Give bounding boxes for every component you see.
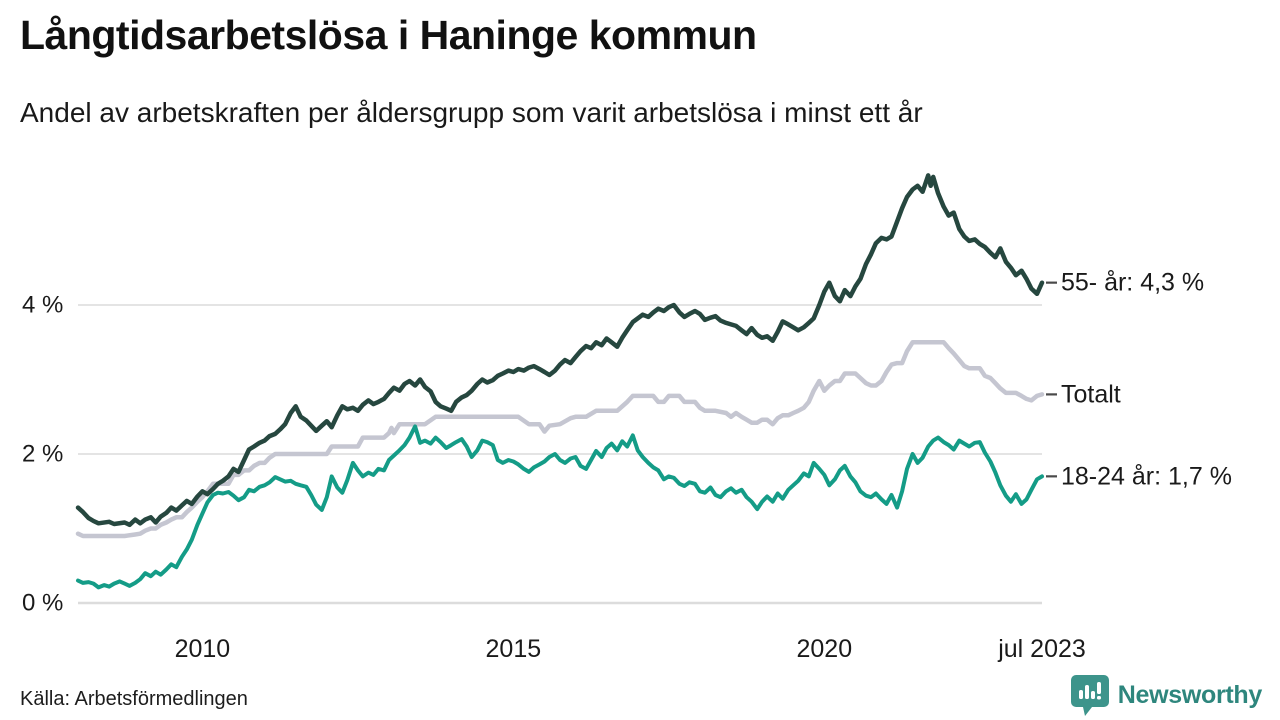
series-lines: [75, 173, 1045, 590]
series-end-label-0: 55- år: 4,3 %: [1061, 269, 1204, 297]
series-line-Totalt: [75, 340, 1045, 539]
gridlines: [78, 304, 1042, 605]
newsworthy-pin-barchart-icon: [1070, 675, 1109, 716]
x-axis: 2010 2015 2020 jul 2023: [175, 635, 1086, 663]
y-tick-label: 0 %: [22, 590, 63, 617]
series-line-18-24-r: [76, 424, 1044, 590]
x-tick-label: 2010: [175, 635, 231, 663]
page-title: Långtidsarbetslösa i Haninge kommun: [20, 12, 757, 58]
y-tick-label: 2 %: [22, 441, 63, 468]
newsworthy-logo: Newsworthy: [1070, 674, 1262, 717]
series-line-55-r: [75, 173, 1045, 528]
newsworthy-wordmark: Newsworthy: [1117, 681, 1263, 709]
source-note: Källa: Arbetsförmedlingen: [20, 688, 248, 710]
series-end-label-1: Totalt: [1061, 380, 1121, 408]
page-subtitle: Andel av arbetskraften per åldersgrupp s…: [20, 97, 923, 128]
series-end-annotations: 55- år: 4,3 % Totalt 18-24 år: 1,7 %: [1046, 269, 1232, 490]
x-tick-label: 2015: [486, 635, 542, 663]
y-tick-label: 4 %: [22, 292, 63, 319]
x-tick-label: 2020: [797, 635, 853, 663]
y-axis: 0 % 2 % 4 %: [22, 292, 63, 617]
series-end-label-2: 18-24 år: 1,7 %: [1061, 462, 1232, 490]
x-tick-label: jul 2023: [997, 635, 1086, 663]
